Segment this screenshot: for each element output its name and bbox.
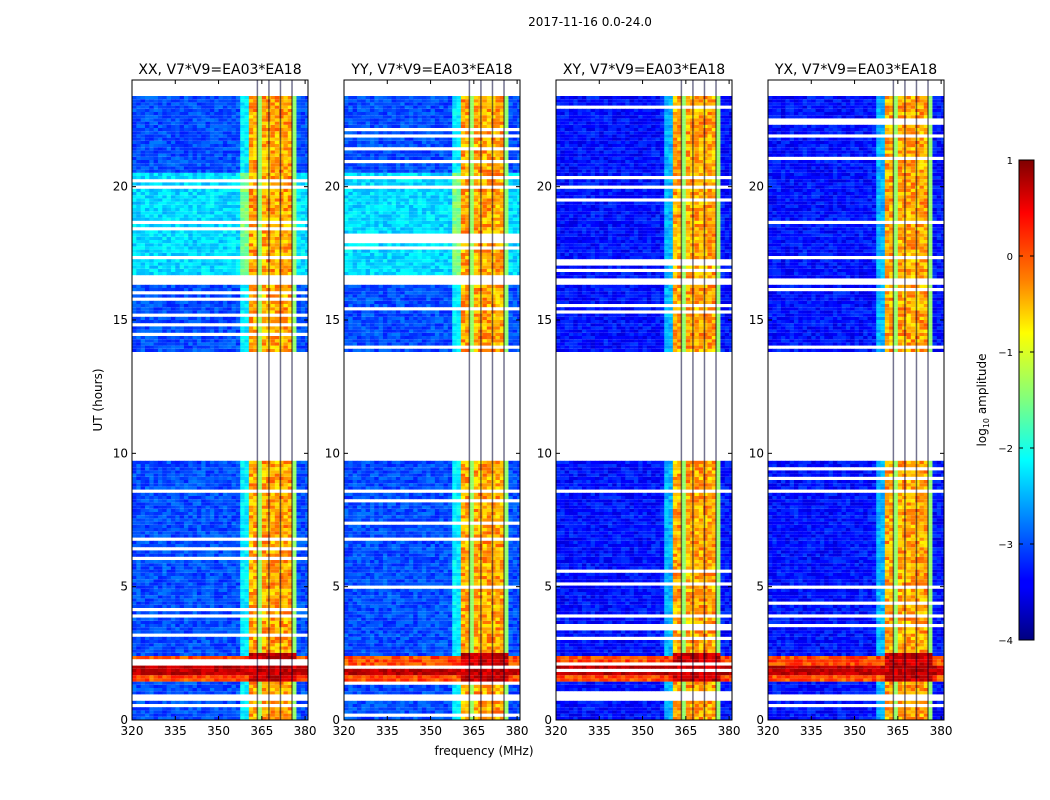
panel-title: XY, V7*V9=EA03*EA18 (563, 62, 725, 78)
y-tick-label: 10 (113, 446, 128, 460)
x-tick-label: 365 (462, 724, 485, 738)
y-tick-label: 5 (544, 580, 552, 594)
y-tick-label: 0 (120, 713, 128, 727)
x-tick-label: 335 (588, 724, 611, 738)
colorbar-label-sub: 10 (982, 418, 991, 428)
x-tick-label: 365 (674, 724, 697, 738)
heatmap-cells (556, 80, 732, 720)
x-tick-label: 320 (333, 724, 356, 738)
colorbar-tick-label: −1 (998, 348, 1013, 359)
y-tick-label: 10 (749, 446, 764, 460)
panel-frame (555, 79, 733, 721)
y-axis-label: UT (hours) (91, 368, 105, 431)
y-tick-label: 15 (537, 313, 552, 327)
y-tick-label: 20 (113, 180, 128, 194)
panel-title: XX, V7*V9=EA03*EA18 (138, 62, 301, 78)
colorbar: 10−1−2−3−4 log10 amplitude (975, 156, 1035, 647)
x-tick-label: 350 (207, 724, 230, 738)
x-tick-label: 380 (506, 724, 529, 738)
panel-xy: XY, V7*V9=EA03*EA18 320 335 350 365 380 0 5 10 15… (537, 62, 741, 738)
x-tick-label: 335 (376, 724, 399, 738)
y-tick-label: 10 (537, 446, 552, 460)
y-tick-label: 20 (325, 180, 340, 194)
panel-xx: XX, V7*V9=EA03*EA18 320 335 350 365 380 0 5 10 15… (113, 62, 317, 738)
y-tick-label: 15 (325, 313, 340, 327)
panel-frame (131, 79, 309, 721)
panel-frame (767, 79, 945, 721)
panel-frame (343, 79, 521, 721)
x-tick-label: 350 (843, 724, 866, 738)
colorbar-tick-label: 0 (1007, 252, 1013, 263)
x-tick-label: 365 (886, 724, 909, 738)
panel-title: YX, V7*V9=EA03*EA18 (774, 62, 937, 78)
x-tick-label: 380 (930, 724, 953, 738)
y-tick-label: 10 (325, 446, 340, 460)
colorbar-tick-label: −3 (998, 540, 1013, 551)
x-tick-label: 365 (250, 724, 273, 738)
x-tick-label: 380 (718, 724, 741, 738)
colorbar-tick-label: −4 (998, 636, 1013, 647)
x-tick-label: 350 (631, 724, 654, 738)
heatmap-cells (344, 80, 520, 720)
y-tick-label: 0 (332, 713, 340, 727)
x-tick-label: 335 (800, 724, 823, 738)
y-tick-label: 0 (756, 713, 764, 727)
x-axis-label: frequency (MHz) (434, 744, 533, 758)
colorbar-label-rest: amplitude (975, 354, 989, 418)
y-tick-label: 0 (544, 713, 552, 727)
y-tick-label: 20 (749, 180, 764, 194)
y-tick-label: 15 (113, 313, 128, 327)
y-tick-label: 15 (749, 313, 764, 327)
panel-yx: YX, V7*V9=EA03*EA18 320 335 350 365 380 0 5 10 15… (749, 62, 953, 738)
x-tick-label: 335 (164, 724, 187, 738)
colorbar-ticks: 1 0 −1 −2 −3 −4 (998, 156, 1034, 647)
x-tick-label: 380 (294, 724, 317, 738)
colorbar-tick-label: −2 (998, 444, 1013, 455)
panel-yy: YY, V7*V9=EA03*EA18 320 335 350 365 380 0 5 10 15… (325, 62, 529, 738)
y-tick-label: 5 (120, 580, 128, 594)
y-tick-label: 20 (537, 180, 552, 194)
x-tick-label: 320 (545, 724, 568, 738)
x-tick-label: 320 (121, 724, 144, 738)
panel-title: YY, V7*V9=EA03*EA18 (350, 62, 512, 78)
y-tick-label: 5 (332, 580, 340, 594)
colorbar-tick-label: 1 (1007, 156, 1013, 167)
y-tick-label: 5 (756, 580, 764, 594)
figure-title: 2017-11-16 0.0-24.0 (528, 15, 652, 29)
panels: XX, V7*V9=EA03*EA18 320 335 350 365 380 0 5 10 15… (113, 62, 953, 738)
x-tick-label: 350 (419, 724, 442, 738)
colorbar-label-main: log (975, 428, 989, 446)
heatmap-cells (132, 80, 308, 720)
colorbar-gradient (1018, 159, 1035, 641)
heatmap-cells (768, 80, 944, 720)
colorbar-label: log10 amplitude (975, 354, 991, 447)
x-tick-label: 320 (757, 724, 780, 738)
